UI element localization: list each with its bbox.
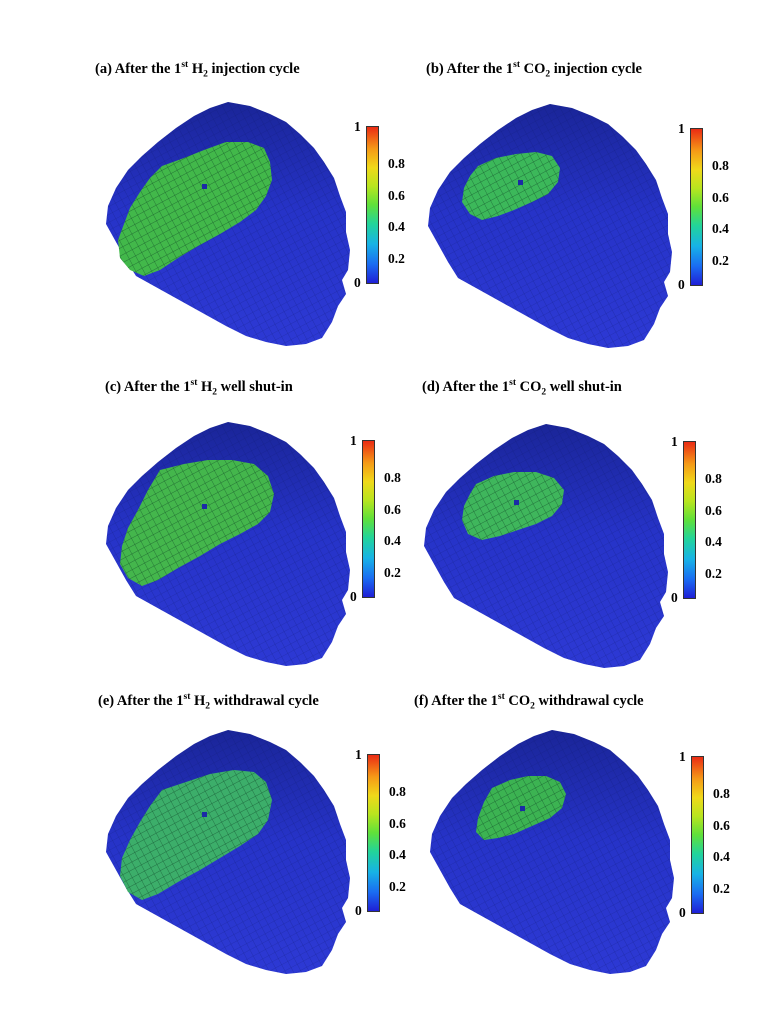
colorbar bbox=[691, 756, 704, 914]
colorbar bbox=[690, 128, 703, 286]
colorbar-tick-label: 0.8 bbox=[388, 156, 405, 171]
colorbar-tick-label: 0.4 bbox=[705, 534, 722, 549]
colorbar-tick-label: 0.8 bbox=[384, 470, 401, 485]
reservoir-map-b bbox=[428, 104, 672, 348]
colorbar-tick-label: 0.8 bbox=[389, 784, 406, 799]
colorbar-tick-label: 0.8 bbox=[713, 786, 730, 801]
plume-grid bbox=[118, 142, 272, 276]
well-marker bbox=[518, 180, 523, 185]
panel-title: (c) After the 1st H2 well shut-in bbox=[105, 378, 293, 398]
well-marker bbox=[202, 812, 207, 817]
colorbar-tick-label: 0.4 bbox=[713, 849, 730, 864]
panel-title: (d) After the 1st CO2 well shut-in bbox=[422, 378, 622, 398]
well-marker bbox=[520, 806, 525, 811]
colorbar-tick-label: 0.4 bbox=[712, 221, 729, 236]
reservoir-grid bbox=[424, 424, 668, 668]
colorbar-tick-label: 0.2 bbox=[388, 251, 405, 266]
colorbar-tick-label: 0.2 bbox=[712, 253, 729, 268]
panel-title: (a) After the 1st H2 injection cycle bbox=[95, 60, 300, 80]
colorbar-tick-label: 1 bbox=[355, 747, 362, 762]
colorbar-tick-label: 1 bbox=[350, 433, 357, 448]
colorbar-tick-label: 1 bbox=[679, 749, 686, 764]
colorbar-tick-label: 1 bbox=[354, 119, 361, 134]
colorbar-tick-label: 0.2 bbox=[705, 566, 722, 581]
well-marker bbox=[202, 184, 207, 189]
reservoir-grid bbox=[428, 104, 672, 348]
reservoir-map-f bbox=[430, 730, 674, 974]
colorbar-tick-label: 0 bbox=[678, 277, 685, 292]
colorbar-tick-label: 0.6 bbox=[705, 503, 722, 518]
colorbar-tick-label: 0 bbox=[350, 589, 357, 604]
reservoir-map-e bbox=[106, 730, 350, 974]
colorbar-tick-label: 0.6 bbox=[389, 816, 406, 831]
panel-b: (b) After the 1st CO2 injection cycle bbox=[384, 60, 768, 390]
panel-e: (e) After the 1st H2 withdrawal cycle bbox=[0, 692, 384, 1022]
colorbar-tick-label: 0.2 bbox=[389, 879, 406, 894]
reservoir-map-c bbox=[106, 422, 350, 666]
colorbar-tick-label: 0.4 bbox=[389, 847, 406, 862]
panel-c: (c) After the 1st H2 well shut-in bbox=[0, 378, 384, 708]
colorbar-tick-label: 1 bbox=[678, 121, 685, 136]
colorbar-tick-label: 0.4 bbox=[384, 533, 401, 548]
panel-d: (d) After the 1st CO2 well shut-in bbox=[384, 378, 768, 708]
colorbar-tick-label: 0.6 bbox=[712, 190, 729, 205]
colorbar-tick-label: 1 bbox=[671, 434, 678, 449]
plume-grid bbox=[462, 152, 560, 220]
colorbar-tick-label: 0.2 bbox=[713, 881, 730, 896]
colorbar-tick-label: 0.2 bbox=[384, 565, 401, 580]
colorbar bbox=[367, 754, 380, 912]
well-marker bbox=[202, 504, 207, 509]
colorbar-tick-label: 0.8 bbox=[712, 158, 729, 173]
colorbar bbox=[366, 126, 379, 284]
well-marker bbox=[514, 500, 519, 505]
plume-grid bbox=[120, 770, 272, 900]
plume-grid bbox=[462, 472, 564, 540]
colorbar-tick-label: 0.6 bbox=[384, 502, 401, 517]
colorbar bbox=[362, 440, 375, 598]
colorbar-tick-label: 0 bbox=[679, 905, 686, 920]
plume-grid bbox=[120, 460, 274, 586]
panel-a: (a) After the 1st H2 injection cycle bbox=[0, 60, 384, 390]
colorbar-tick-label: 0.6 bbox=[713, 818, 730, 833]
reservoir-map-d bbox=[424, 424, 668, 668]
panel-title: (e) After the 1st H2 withdrawal cycle bbox=[98, 692, 319, 712]
colorbar-tick-label: 0.6 bbox=[388, 188, 405, 203]
reservoir-grid bbox=[430, 730, 674, 974]
colorbar-tick-label: 0 bbox=[671, 590, 678, 605]
panel-title: (b) After the 1st CO2 injection cycle bbox=[426, 60, 642, 80]
colorbar bbox=[683, 441, 696, 599]
colorbar-tick-label: 0.4 bbox=[388, 219, 405, 234]
reservoir-map-a bbox=[106, 102, 350, 346]
colorbar-tick-label: 0 bbox=[355, 903, 362, 918]
colorbar-tick-label: 0.8 bbox=[705, 471, 722, 486]
panel-title: (f) After the 1st CO2 withdrawal cycle bbox=[414, 692, 644, 712]
panel-f: (f) After the 1st CO2 withdrawal cycle bbox=[384, 692, 768, 1022]
colorbar-tick-label: 0 bbox=[354, 275, 361, 290]
